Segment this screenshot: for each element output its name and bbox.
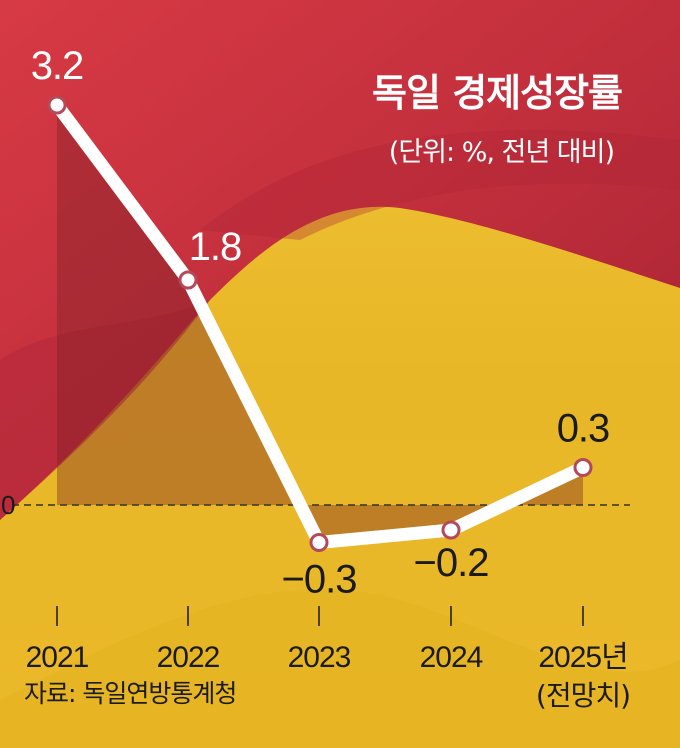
zero-label: 0 (1, 490, 15, 520)
data-point (573, 458, 593, 477)
data-point (309, 533, 329, 552)
area-fill-layer (57, 105, 583, 543)
source-note: 자료: 독일연방통계청 (24, 679, 237, 708)
x-tick-label: 2021 (26, 641, 89, 674)
zero-baseline-layer: 0 (1, 490, 630, 520)
series-line-layer (47, 95, 593, 552)
x-tick-label: 2022 (157, 641, 220, 674)
x-tick-layer: 2021 2022 2023 2024 2025년 (전망치) (26, 606, 631, 712)
chart-subtitle: (단위: %, 전년 대비) (388, 137, 615, 168)
value-label: −0.2 (414, 541, 489, 585)
x-tick-sublabel: (전망치) (536, 679, 630, 712)
chart-title: 독일 경제성장률 (372, 71, 623, 115)
data-point (441, 520, 461, 540)
data-point (47, 95, 67, 115)
value-label: −0.3 (282, 558, 357, 602)
area-fill (57, 105, 583, 543)
x-tick-label: 2025년 (538, 641, 627, 674)
value-label: 1.8 (189, 225, 242, 269)
label-layer: 3.2 1.8 −0.3 −0.2 0.3 (31, 44, 611, 602)
value-label: 0.3 (557, 407, 610, 451)
value-label: 3.2 (31, 44, 84, 88)
x-tick-label: 2024 (420, 641, 483, 674)
data-point (178, 270, 198, 290)
x-tick-label: 2023 (288, 641, 351, 674)
